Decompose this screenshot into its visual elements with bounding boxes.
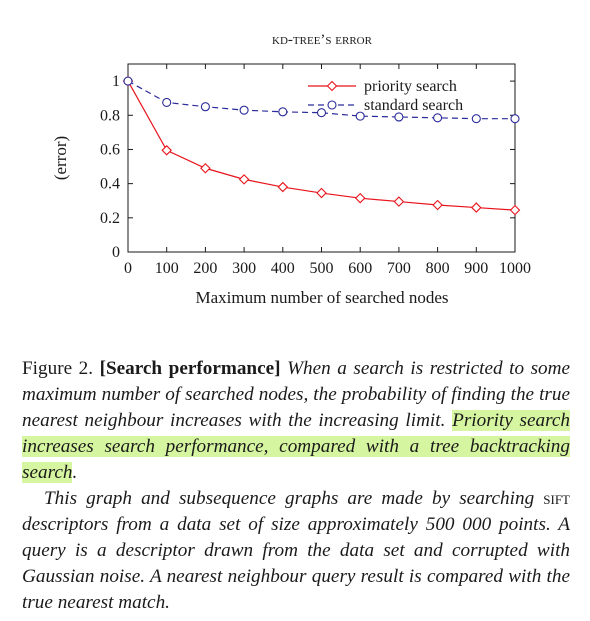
x-axis-label: Maximum number of searched nodes xyxy=(195,288,448,307)
x-tick-label: 800 xyxy=(426,260,450,277)
series-line xyxy=(127,80,515,120)
caption-p2-b: descriptors from a data set of size appr… xyxy=(22,514,570,613)
x-tick-label: 900 xyxy=(464,260,488,277)
y-tick-label: 0.8 xyxy=(100,107,120,124)
data-point-diamond xyxy=(393,196,405,207)
data-point-circle xyxy=(355,111,365,121)
figure-caption: Figure 2. [Search performance] When a se… xyxy=(22,356,570,616)
caption-highlight-end: . xyxy=(72,462,78,483)
data-point-circle xyxy=(123,76,133,86)
y-tick-label: 0.6 xyxy=(100,141,120,158)
caption-sift: sift xyxy=(543,488,570,509)
chart: kd-tree’s error (error) Maximum number o… xyxy=(51,32,531,307)
x-tick-label: 700 xyxy=(387,260,411,277)
data-point-circle xyxy=(510,114,520,124)
data-point-circle xyxy=(200,102,210,112)
legend-label: standard search xyxy=(364,97,463,114)
x-tick-label: 600 xyxy=(348,260,372,277)
legend-label: priority search xyxy=(364,78,457,95)
x-tick-label: 200 xyxy=(193,260,217,277)
x-tick-label: 100 xyxy=(155,260,179,277)
data-point-diamond xyxy=(326,80,338,92)
data-point-diamond xyxy=(161,145,172,156)
x-ticks: 0 100 200 300 400 500 600 700 800 900 1000 xyxy=(124,64,531,277)
data-point-diamond xyxy=(277,181,289,193)
y-axis-label: (error) xyxy=(51,136,70,180)
y-tick-label: 1 xyxy=(112,73,120,90)
chart-title: kd-tree’s error xyxy=(272,32,373,48)
series-layer xyxy=(122,75,521,216)
y-tick-label: 0.4 xyxy=(100,176,120,193)
plot-frame xyxy=(127,63,516,253)
x-tick-label: 300 xyxy=(232,260,256,277)
data-point-circle xyxy=(394,112,404,122)
x-tick-label: 0 xyxy=(124,260,132,277)
data-point-circle xyxy=(471,114,481,124)
data-point-circle xyxy=(433,113,443,123)
figure-heading: [Search performance] xyxy=(99,358,281,379)
data-point-circle xyxy=(239,105,249,115)
data-point-circle xyxy=(316,108,327,118)
x-tick-label: 1000 xyxy=(499,260,531,277)
data-point-circle xyxy=(162,97,172,108)
data-point-diamond xyxy=(200,162,211,174)
legend: priority search standard search xyxy=(308,78,463,114)
y-ticks: 0 0.2 0.4 0.6 0.8 1 xyxy=(100,73,515,261)
figure-label: Figure 2. xyxy=(22,358,94,379)
x-tick-label: 400 xyxy=(271,260,295,277)
data-point-circle xyxy=(278,107,288,117)
data-point-diamond xyxy=(316,187,327,199)
data-point-diamond xyxy=(471,202,482,213)
data-point-circle xyxy=(327,100,337,110)
data-point-diamond xyxy=(432,199,443,211)
y-tick-label: 0 xyxy=(112,244,120,261)
caption-paragraph-2: This graph and subsequence graphs are ma… xyxy=(22,486,570,616)
caption-text: When a search is restricted to some maxi… xyxy=(22,358,571,431)
caption-paragraph-1: Figure 2. [Search performance] When a se… xyxy=(22,356,570,486)
data-point-diamond xyxy=(354,192,366,204)
x-tick-label: 500 xyxy=(310,260,334,277)
data-point-diamond xyxy=(509,204,521,216)
data-point-diamond xyxy=(238,174,250,185)
caption-p2-a: This graph and subsequence graphs are ma… xyxy=(44,488,535,509)
y-tick-label: 0.2 xyxy=(100,210,120,227)
